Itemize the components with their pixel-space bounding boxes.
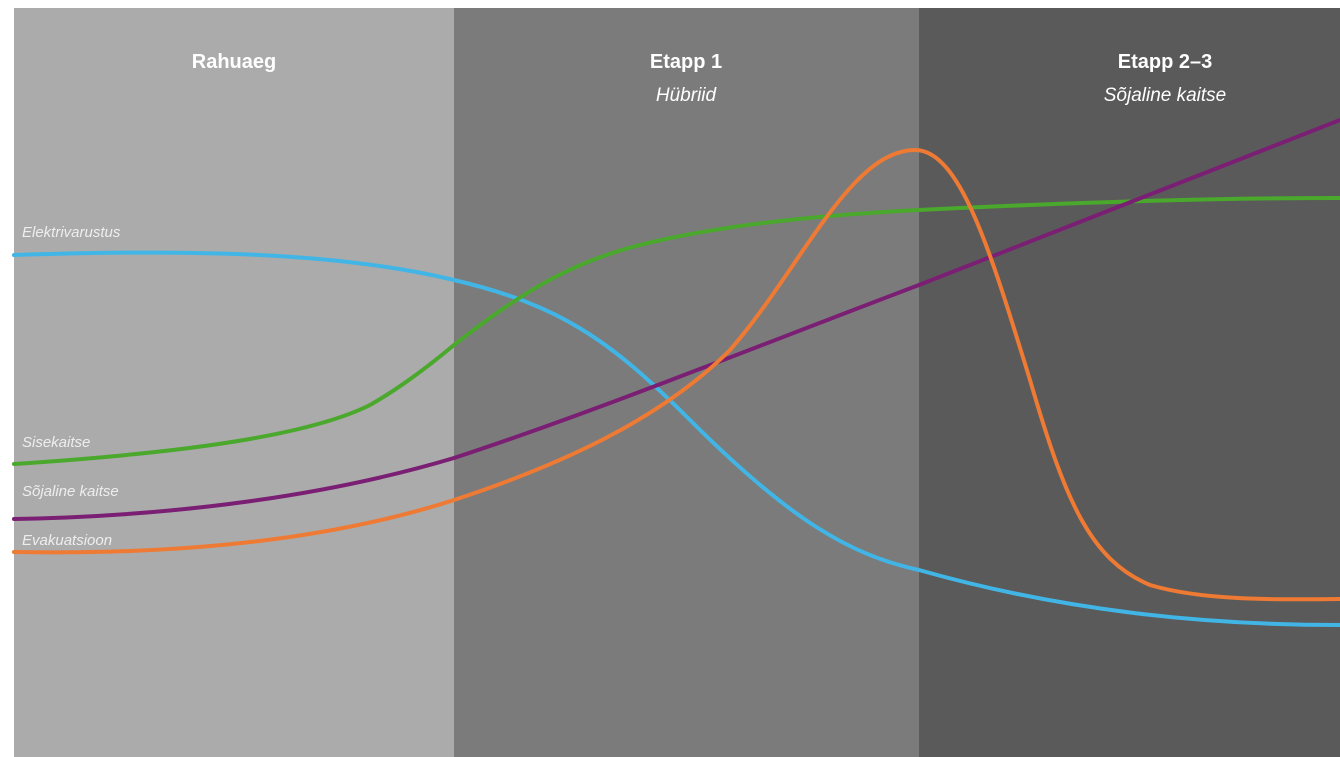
- series-label-sisekaitse: Sisekaitse: [22, 434, 90, 451]
- series-line-evakuatsioon: [12, 147, 1340, 602]
- phase-title-etapp-1: Etapp 1: [650, 51, 722, 73]
- phase-subtitle-etapp-1: Hübriid: [656, 85, 718, 106]
- series-label-evakuatsioon: Evakuatsioon: [22, 532, 112, 549]
- series-line-elektrivarustus: [12, 250, 1340, 627]
- series-line-sojaline-kaitse: [12, 118, 1340, 521]
- phase-band-rahuaeg: [14, 8, 454, 757]
- series-label-elektrivarustus: Elektrivarustus: [22, 224, 121, 241]
- series-line-sisekaitse: [12, 196, 1340, 466]
- series-label-sojaline-kaitse: Sõjaline kaitse: [22, 483, 119, 500]
- phase-subtitle-etapp-2-3: Sõjaline kaitse: [1104, 85, 1227, 106]
- phase-title-etapp-2-3: Etapp 2–3: [1118, 51, 1212, 73]
- phase-title-rahuaeg: Rahuaeg: [192, 51, 276, 73]
- phase-band-etapp-2-3: [919, 8, 1340, 757]
- phase-band-etapp-1: [454, 8, 919, 757]
